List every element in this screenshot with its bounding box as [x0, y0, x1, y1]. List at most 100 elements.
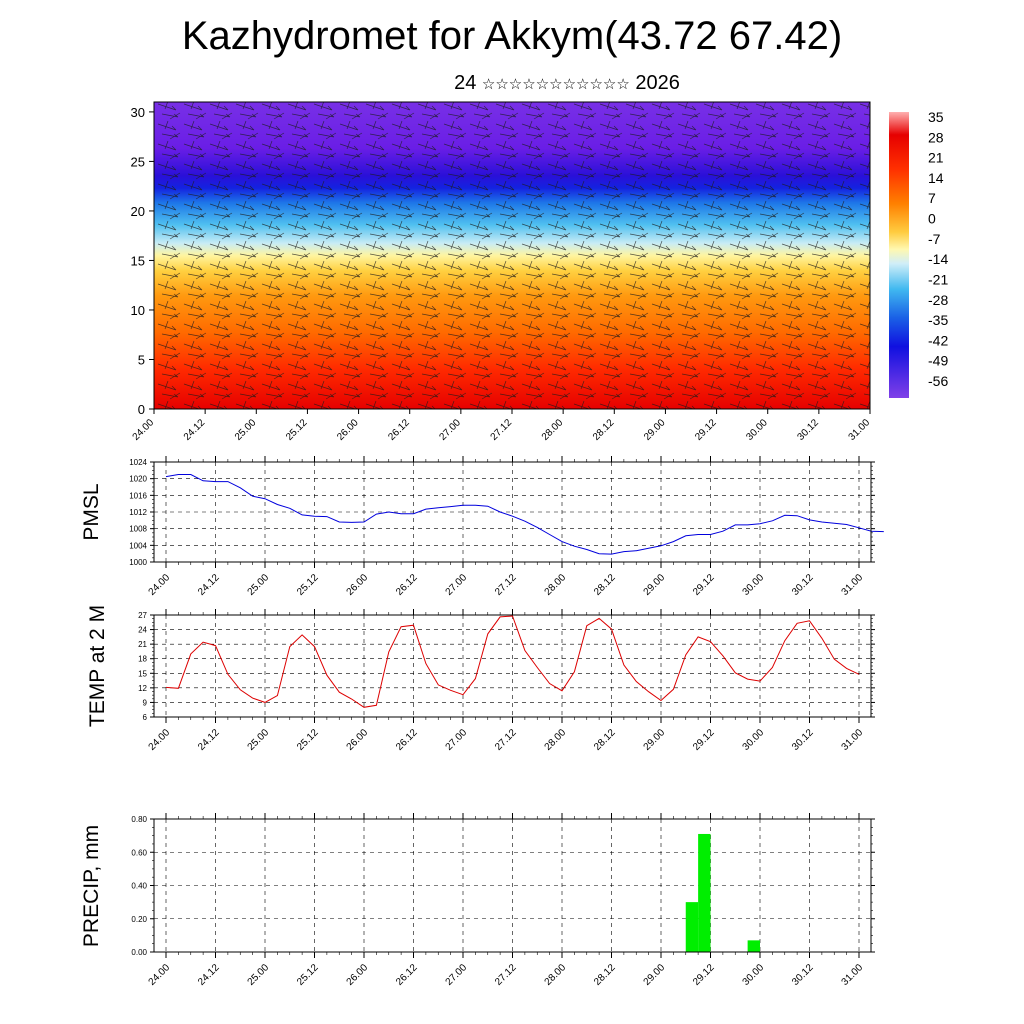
y-tick-label: 25 — [131, 154, 145, 169]
temp-series-line — [165, 615, 860, 708]
y-tick-label: 24 — [138, 626, 147, 635]
x-tick-label: 28.12 — [592, 727, 618, 753]
x-tick-label: 27.12 — [493, 572, 519, 598]
x-tick-label: 28.12 — [592, 572, 618, 598]
colorbar-label: -35 — [928, 312, 948, 328]
x-tick-label: 26.00 — [345, 727, 371, 753]
x-tick-label: 26.00 — [345, 572, 371, 598]
x-tick-label: 30.00 — [741, 727, 767, 753]
x-tick-label: 30.12 — [790, 962, 816, 988]
x-tick-label: 27.00 — [444, 727, 470, 753]
x-tick-label: 27.12 — [489, 417, 515, 443]
x-tick-label: 28.00 — [543, 727, 569, 753]
x-tick-label: 27.12 — [493, 962, 519, 988]
x-tick-label: 27.00 — [444, 962, 470, 988]
y-tick-label: 0.20 — [131, 915, 147, 924]
x-tick-label: 26.00 — [335, 417, 361, 443]
x-tick-label: 26.12 — [394, 727, 420, 753]
y-tick-label: 20 — [131, 204, 145, 219]
x-tick-label: 24.00 — [147, 572, 173, 598]
x-tick-label: 30.00 — [744, 417, 770, 443]
y-tick-label: 1000 — [129, 558, 147, 567]
x-tick-label: 31.00 — [840, 962, 866, 988]
y-tick-label: 0 — [138, 402, 145, 417]
y-tick-label: 1016 — [129, 491, 147, 500]
y-tick-label: 15 — [138, 669, 147, 678]
pmsl-series-line — [165, 474, 884, 555]
x-tick-label: 25.00 — [233, 417, 259, 443]
y-tick-label: 5 — [138, 352, 145, 367]
y-tick-label: 0.40 — [131, 882, 147, 891]
x-tick-label: 25.00 — [246, 727, 272, 753]
y-tick-label: 27 — [138, 611, 147, 620]
colorbar-label: -7 — [928, 231, 941, 247]
y-tick-label: 9 — [143, 698, 148, 707]
precip-bar — [685, 902, 699, 952]
x-tick-label: 30.12 — [790, 727, 816, 753]
x-tick-label: 29.00 — [642, 727, 668, 753]
cross-section-x-axis: 24.00 24.12 25.00 25.12 26.00 26.12 27.00 27.12… — [131, 409, 873, 443]
x-tick-label: 28.00 — [543, 962, 569, 988]
colorbar-label: 0 — [928, 211, 936, 227]
colorbar-label: -14 — [928, 251, 948, 267]
colorbar-labels: 35 28 21 14 7 0 -7 -14 -21 -28 -35 -42 -49 -56 — [928, 109, 948, 389]
colorbar-label: -49 — [928, 353, 948, 369]
subtitle-day: 24 — [454, 72, 477, 94]
y-tick-label: 1008 — [129, 525, 147, 534]
x-tick-label: 25.00 — [246, 572, 272, 598]
x-tick-label: 30.00 — [741, 572, 767, 598]
y-tick-label: 1004 — [129, 541, 147, 550]
panel-frame — [153, 818, 872, 953]
colorbar-label: 35 — [928, 109, 944, 125]
x-tick-label: 29.12 — [691, 572, 717, 598]
x-tick-label: 29.12 — [693, 417, 719, 443]
y-tick-label: 0.00 — [131, 948, 147, 957]
y-tick-label: 21 — [138, 640, 147, 649]
cross-section-panel: 0 5 10 15 20 25 30 24.00 24.12 25.00 25.12 26.00 26… — [131, 101, 873, 443]
precip-bar — [698, 833, 711, 952]
temp-panel: 6 9 12 15 18 21 24 27 24.00 24.12 25.00 25.12 26.00 2… — [86, 605, 875, 753]
wind-barbs — [154, 102, 870, 409]
x-tick-label: 29.00 — [642, 962, 668, 988]
y-tick-label: 1020 — [129, 475, 147, 484]
x-tick-label: 29.00 — [642, 417, 668, 443]
y-tick-label: 18 — [138, 655, 147, 664]
y-axis-title: TEMP at 2 M — [86, 605, 109, 727]
x-tick-label: 28.12 — [591, 417, 617, 443]
x-tick-label: 25.12 — [295, 572, 321, 598]
x-tick-label: 29.00 — [642, 572, 668, 598]
pmsl-panel: 1000 1004 1008 1012 1016 1020 1024 24.00 24.12 25… — [80, 456, 884, 598]
x-tick-label: 25.12 — [295, 962, 321, 988]
x-tick-label: 24.00 — [147, 962, 173, 988]
x-tick-label: 26.00 — [345, 962, 371, 988]
x-tick-label: 26.12 — [386, 417, 412, 443]
colorbar-label: 21 — [928, 150, 944, 166]
x-tick-label: 27.12 — [493, 727, 519, 753]
x-tick-label: 26.12 — [394, 572, 420, 598]
x-tick-label: 31.00 — [847, 417, 873, 443]
x-tick-label: 30.12 — [796, 417, 822, 443]
subtitle-year: 2026 — [635, 72, 680, 94]
x-tick-label: 24.12 — [196, 727, 222, 753]
colorbar-label: 14 — [928, 170, 944, 186]
x-tick-label: 24.00 — [131, 417, 157, 443]
x-tick-label: 29.12 — [691, 962, 717, 988]
x-tick-label: 25.12 — [295, 727, 321, 753]
y-tick-label: 1024 — [129, 458, 147, 467]
x-tick-label: 25.00 — [246, 962, 272, 988]
colorbar-label: 28 — [928, 129, 944, 145]
y-tick-label: 1012 — [129, 508, 147, 517]
precip-bar — [747, 940, 760, 952]
panel-frame — [153, 461, 872, 563]
y-tick-label: 6 — [143, 713, 148, 722]
subtitle-month: ☆☆☆☆☆☆☆☆☆☆☆ — [481, 76, 630, 93]
y-tick-label: 0.80 — [131, 815, 147, 824]
y-axis-title: PMSL — [80, 483, 103, 540]
colorbar-label: 7 — [928, 190, 936, 206]
x-tick-label: 30.00 — [741, 962, 767, 988]
colorbar-label: -28 — [928, 292, 948, 308]
y-tick-label: 0.60 — [131, 848, 147, 857]
x-tick-label: 27.00 — [438, 417, 464, 443]
x-tick-label: 24.00 — [147, 727, 173, 753]
